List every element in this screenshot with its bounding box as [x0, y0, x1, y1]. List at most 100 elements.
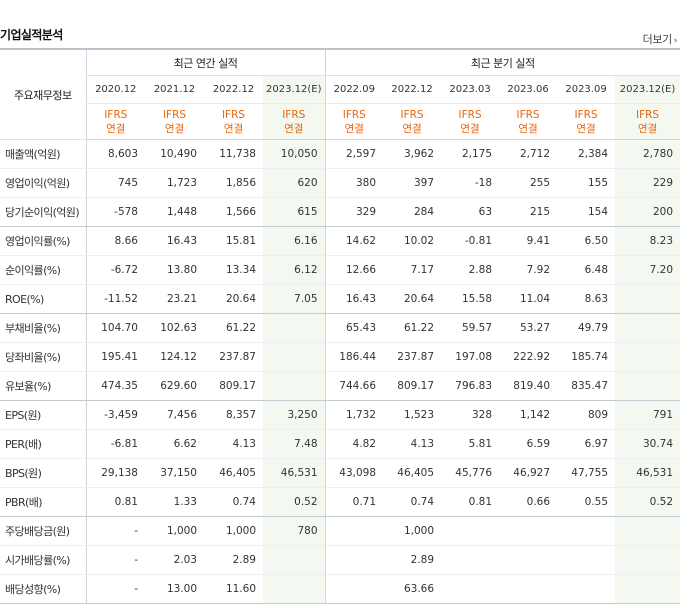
- table-cell: 397: [383, 168, 442, 198]
- basis-header: IFRS 연결: [145, 103, 204, 140]
- table-cell: 7.20: [615, 255, 681, 285]
- table-cell: 0.81: [441, 487, 500, 517]
- table-row: 배당성향(%) -13.00 11.60 63.66: [0, 574, 681, 604]
- table-cell: 20.64: [204, 284, 263, 314]
- table-cell: 7.17: [383, 255, 442, 285]
- basis-label: IFRS 연결: [282, 108, 306, 135]
- table-cell: 10,050: [263, 139, 326, 169]
- row-header-label: 주요재무정보: [0, 48, 86, 140]
- table-cell: 7.92: [499, 255, 558, 285]
- table-cell: -0.81: [441, 226, 500, 256]
- table-cell: 63: [441, 197, 500, 227]
- table-cell: 4.13: [383, 429, 442, 459]
- table-cell: 7,456: [145, 400, 204, 430]
- period-header: 2021.12: [145, 75, 204, 104]
- table-cell: 0.66: [499, 487, 558, 517]
- table-row: ROE(%) -11.52 23.21 20.64 7.05 16.43 20.64 15.5…: [0, 284, 681, 314]
- table-cell: 809: [557, 400, 616, 430]
- table-cell: 1,523: [383, 400, 442, 430]
- more-link[interactable]: 더보기 ›: [643, 31, 678, 47]
- table-cell: 61.22: [383, 313, 442, 343]
- table-cell: 237.87: [383, 342, 442, 372]
- row-label: 순이익률(%): [0, 255, 86, 285]
- table-cell: 4.82: [324, 429, 384, 459]
- table-cell: [263, 342, 326, 372]
- table-cell: 11.04: [499, 284, 558, 314]
- period-header: 2023.06: [499, 75, 558, 104]
- table-row: 영업이익률(%) 8.66 16.43 15.81 6.16 14.62 10.02 -0.8…: [0, 226, 681, 256]
- section-title: 기업실적분석: [0, 28, 63, 42]
- table-cell: 8,603: [85, 139, 145, 169]
- table-cell: [557, 574, 616, 604]
- row-label: 영업이익률(%): [0, 226, 86, 256]
- basis-label: IFRS 연결: [516, 108, 540, 135]
- table-cell: 6.59: [499, 429, 558, 459]
- table-cell: 215: [499, 197, 558, 227]
- table-cell: 329: [324, 197, 384, 227]
- table-cell: 13.34: [204, 255, 263, 285]
- row-label: 주당배당금(원): [0, 516, 86, 546]
- basis-label: IFRS 연결: [162, 108, 187, 135]
- table-row: 유보율(%) 474.35 629.60 809.17 744.66 809.17 796.…: [0, 371, 681, 401]
- table-cell: 16.43: [324, 284, 384, 314]
- table-cell: 328: [441, 400, 500, 430]
- table-cell: [557, 516, 616, 546]
- table-row: 매출액(억원) 8,603 10,490 11,738 10,050 2,597 3,962…: [0, 139, 681, 169]
- table-cell: 6.12: [263, 255, 326, 285]
- table-cell: 59.57: [441, 313, 500, 343]
- table-cell: [557, 545, 616, 575]
- basis-header: IFRS 연결: [441, 103, 500, 140]
- table-cell: 620: [263, 168, 326, 198]
- table-cell: 780: [263, 516, 326, 546]
- table-cell: 46,531: [263, 458, 326, 488]
- table-cell: 186.44: [324, 342, 384, 372]
- table-cell: 745: [85, 168, 145, 198]
- table-cell: 0.74: [204, 487, 263, 517]
- basis-label: IFRS 연결: [458, 108, 482, 135]
- table-cell: [499, 545, 558, 575]
- table-cell: [324, 516, 384, 546]
- row-label: EPS(원): [0, 400, 86, 430]
- table-row: 당좌비율(%) 195.41 124.12 237.87 186.44 237.87 197…: [0, 342, 681, 372]
- row-label: PER(배): [0, 429, 86, 459]
- chevron-right-icon: ›: [673, 36, 678, 46]
- table-cell: 10,490: [145, 139, 204, 169]
- row-label: 영업이익(억원): [0, 168, 86, 198]
- table-cell: [263, 574, 326, 604]
- table-cell: 2.88: [441, 255, 500, 285]
- table-cell: 6.50: [557, 226, 616, 256]
- table-cell: 4.13: [204, 429, 263, 459]
- table-cell: 1,000: [383, 516, 442, 546]
- table-cell: 8,357: [204, 400, 263, 430]
- basis-header: IFRS 연결: [615, 103, 681, 140]
- table-cell: 46,405: [204, 458, 263, 488]
- table-row: 영업이익(억원) 745 1,723 1,856 620 380 397 -18 255 155 2…: [0, 168, 681, 198]
- table-cell: 2,597: [324, 139, 384, 169]
- table-row: 주당배당금(원) -1,000 1,000 780 1,000: [0, 516, 681, 546]
- table-cell: 124.12: [145, 342, 204, 372]
- table-cell: 809.17: [383, 371, 442, 401]
- table-cell: [615, 284, 681, 314]
- table-cell: 835.47: [557, 371, 616, 401]
- table-cell: 43,098: [324, 458, 384, 488]
- table-cell: 791: [615, 400, 681, 430]
- table-cell: 11,738: [204, 139, 263, 169]
- table-cell: 45,776: [441, 458, 500, 488]
- table-cell: [615, 313, 681, 343]
- table-cell: 2,175: [441, 139, 500, 169]
- table-cell: 46,405: [383, 458, 442, 488]
- table-cell: 13.80: [145, 255, 204, 285]
- table-cell: [441, 516, 500, 546]
- table-row: PBR(배) 0.81 1.33 0.74 0.52 0.71 0.74 0.81 0.66 0.…: [0, 487, 681, 517]
- table-cell: 0.55: [557, 487, 616, 517]
- group-header-quarterly: 최근 분기 실적: [324, 48, 681, 76]
- basis-header: IFRS 연결: [324, 103, 384, 140]
- table-cell: [615, 545, 681, 575]
- table-cell: 23.21: [145, 284, 204, 314]
- table-cell: [615, 574, 681, 604]
- table-cell: 1,723: [145, 168, 204, 198]
- table-cell: 46,531: [615, 458, 681, 488]
- table-cell: 11.60: [204, 574, 263, 604]
- table-cell: 380: [324, 168, 384, 198]
- table-row: PER(배) -6.81 6.62 4.13 7.48 4.82 4.13 5.81 6.59 6…: [0, 429, 681, 459]
